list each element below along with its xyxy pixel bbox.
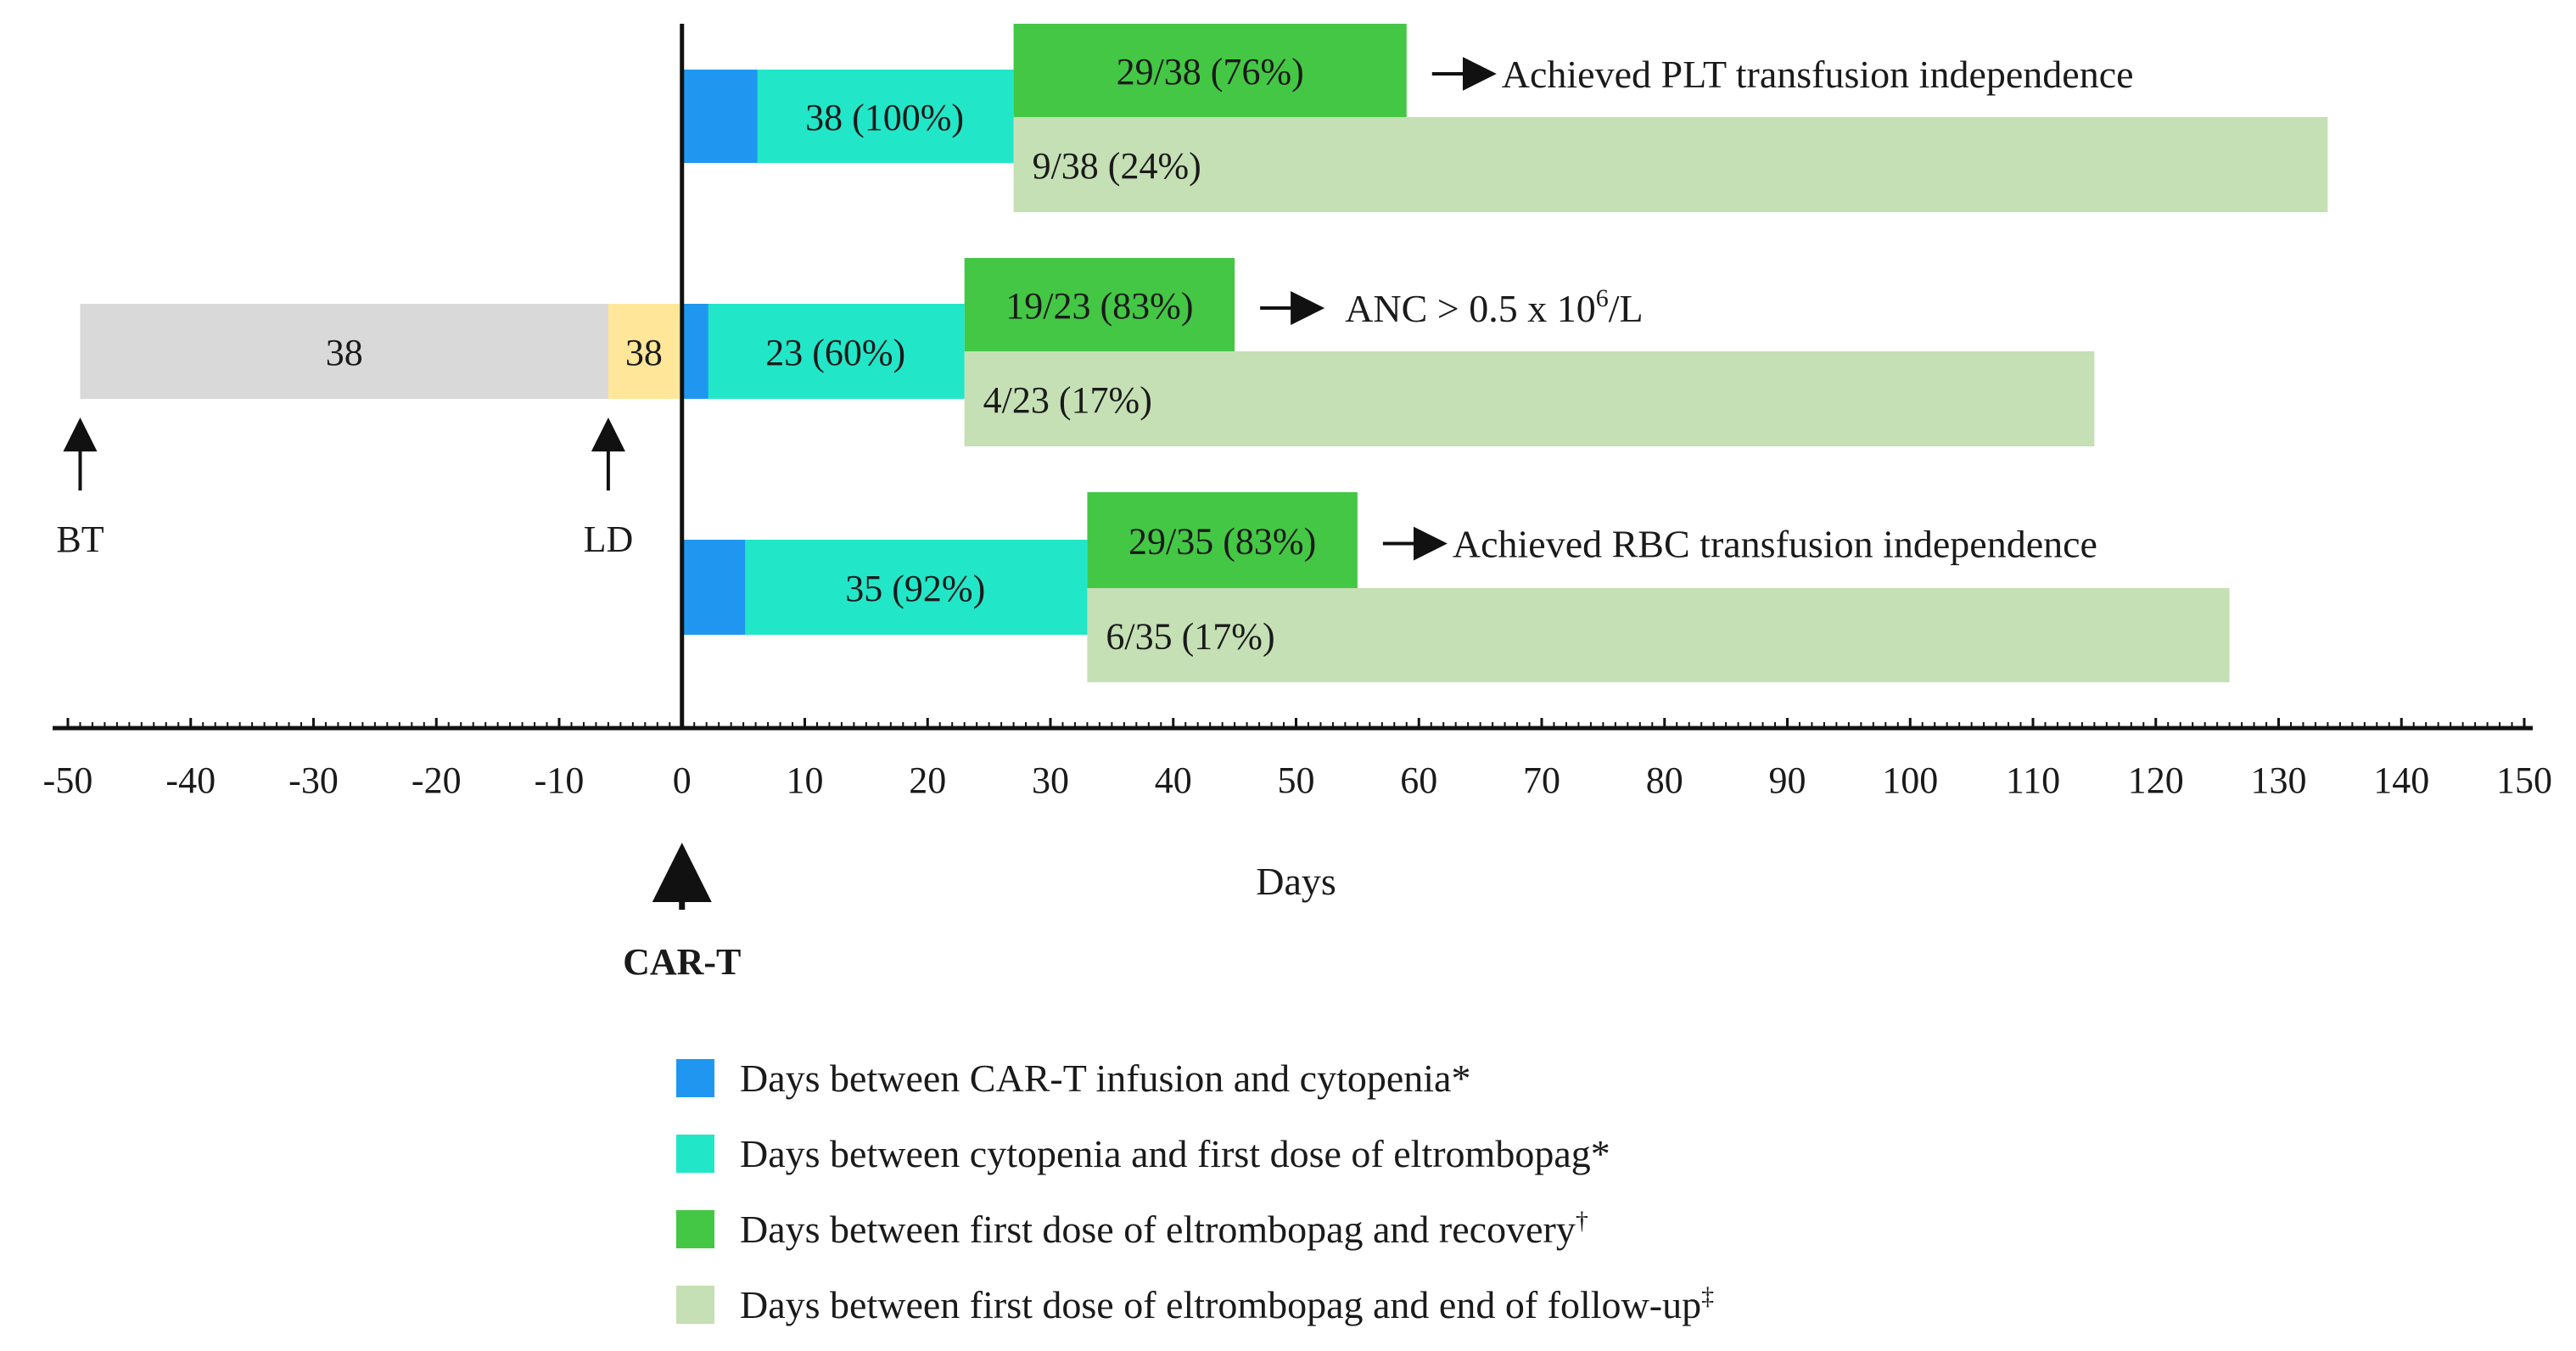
x-tick-label: 10 [787,760,824,801]
bar-rows-layer: 9/38 (24%) 29/38 (76%) 38 (100%) Achieved P… [680,24,2328,728]
legend-swatch-4 [676,1286,714,1324]
bar-cytopenia-plt [755,70,1014,163]
label-recovery-rbc: 29/35 (83%) [1128,521,1316,563]
label-cytopenia-anc: 23 (60%) [765,332,905,373]
x-tick-label: -30 [288,760,339,801]
bar-recovery-rbc [1087,492,1358,588]
x-tick-label: 110 [2006,760,2060,801]
outcome-anc: ANC > 0.5 x 106/L [1345,284,1643,330]
legend-swatch-1 [676,1059,714,1097]
marker-label-bt: BT [56,519,104,560]
label-cytopenia-plt: 38 (100%) [805,97,964,138]
x-tick-label: 140 [2373,760,2429,801]
x-tick-label: 50 [1278,760,1315,801]
x-tick-label: -10 [535,760,585,801]
outcome-plt: Achieved PLT transfusion independence [1502,53,2134,96]
x-axis-title: Days [1256,860,1336,903]
label-pre-ld: 38 [625,332,663,373]
label-recovery-plt: 29/38 (76%) [1117,51,1304,92]
row-rbc: 6/35 (17%) 29/35 (83%) 35 (92%) Achieved RB… [683,492,2230,682]
x-tick-label: 40 [1155,760,1192,801]
bar-recovery-plt [1013,24,1407,117]
x-tick-label: 20 [909,760,946,801]
event-markers: BT LD CAR-T [56,418,741,983]
label-pre-bt: 38 [326,332,363,373]
x-tick-label: -50 [43,760,93,801]
label-cytopenia-rbc: 35 (92%) [845,568,985,609]
marker-label-cart: CAR-T [623,941,741,983]
bar-infusion-rbc [683,540,746,635]
x-tick-label: -40 [165,760,216,801]
legend-label-3: Days between first dose of eltrombopag a… [740,1207,1588,1251]
x-tick-label: 90 [1769,760,1806,801]
x-tick-label: 70 [1523,760,1560,801]
bar-infusion-anc [683,304,708,399]
x-tick-label: 60 [1400,760,1437,801]
bar-recovery-anc [964,258,1235,351]
bar-cytopenia-anc [706,304,965,399]
x-tick-label: 0 [673,760,692,801]
label-followup-anc: 4/23 (17%) [983,379,1152,421]
bar-cytopenia-rbc [743,540,1088,635]
x-tick-label: 130 [2251,760,2307,801]
bar-pre-bt [80,304,608,399]
row-anc: 4/23 (17%) 19/23 (83%) 23 (60%) ANC > 0.5 x… [683,258,2095,446]
label-recovery-anc: 19/23 (83%) [1005,285,1193,327]
legend-swatch-3 [676,1210,714,1248]
label-followup-rbc: 6/35 (17%) [1106,616,1274,658]
bar-followup-rbc [1087,588,2230,682]
x-axis: -50 -40 -30 -20 -10 0 10 20 30 40 50 60 70 80 90 100 110… [43,718,2552,903]
bar-followup-plt [1013,117,2328,212]
x-tick-label: 120 [2128,760,2184,801]
legend-label-2: Days between cytopenia and first dose of… [740,1132,1610,1175]
x-tick-label: 30 [1032,760,1069,801]
legend: Days between CAR-T infusion and cytopeni… [676,1057,1714,1326]
row-plt: 9/38 (24%) 29/38 (76%) 38 (100%) Achieved P… [683,24,2328,212]
pre-treatment-layer: 38 38 [80,304,680,399]
bar-pre-ld [608,304,680,399]
x-tick-label: 80 [1646,760,1683,801]
legend-label-1: Days between CAR-T infusion and cytopeni… [740,1057,1470,1100]
legend-swatch-2 [676,1135,714,1173]
label-followup-plt: 9/38 (24%) [1033,145,1201,187]
bar-infusion-plt [683,70,758,163]
x-tick-label: 100 [1882,760,1938,801]
marker-label-ld: LD [584,519,634,560]
outcome-rbc: Achieved RBC transfusion independence [1453,523,2097,566]
x-tick-label: 150 [2496,760,2552,801]
legend-label-4: Days between first dose of eltrombopag a… [740,1282,1714,1326]
x-tick-label: -20 [412,760,462,801]
bar-followup-anc [964,351,2095,446]
